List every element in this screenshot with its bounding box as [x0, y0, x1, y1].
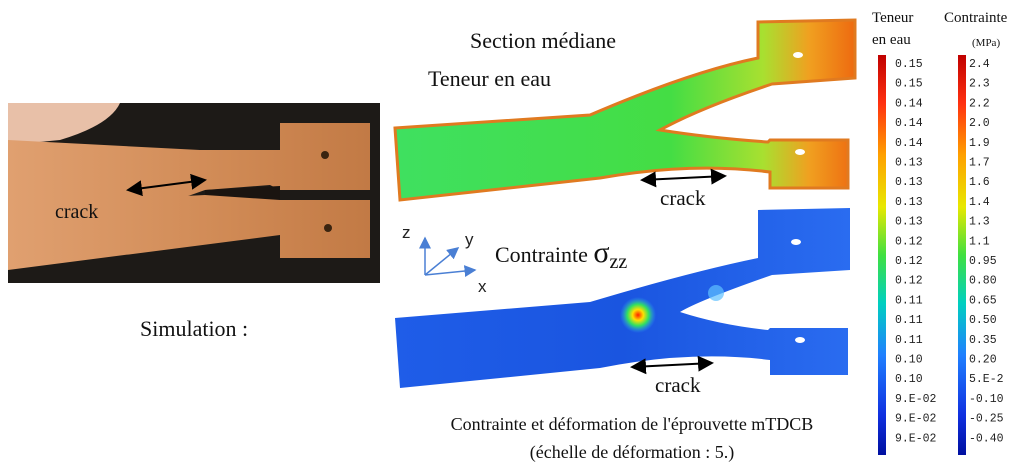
photo: crack: [8, 103, 380, 283]
colorbar-label: 1.3: [969, 216, 990, 229]
figure: crack Simulation : Section médiane Teneu…: [0, 0, 1031, 466]
colorbar: [878, 55, 886, 455]
colorbar-label: 0.11: [895, 294, 923, 307]
colorbar-label: -0.40: [969, 432, 1004, 445]
colorbar-title: Teneur: [872, 10, 913, 26]
colorbar-title: en eau: [872, 32, 911, 48]
colorbar-label: 0.50: [969, 314, 997, 327]
stress-title: Contrainte σzz: [495, 236, 627, 273]
colorbar-label: 2.2: [969, 97, 990, 110]
colorbar-label: 0.12: [895, 235, 923, 248]
colorbar-label: 0.10: [895, 354, 923, 367]
colorbar-label: 9.E-02: [895, 432, 937, 445]
axis-x: x: [478, 277, 487, 296]
section-title: Section médiane: [470, 28, 616, 53]
axis-z: z: [402, 223, 411, 242]
colorbar-label: 1.1: [969, 235, 990, 248]
water-specimen: [395, 20, 855, 200]
colorbar-label: 0.13: [895, 157, 923, 170]
stress-specimen: [395, 208, 850, 388]
colorbar-label: -0.25: [969, 413, 1004, 426]
caption: Contrainte et déformation de l'éprouvett…: [451, 414, 814, 434]
colorbar-label: 0.20: [969, 354, 997, 367]
crack-label: crack: [660, 186, 706, 210]
colorbar-label: 0.13: [895, 176, 923, 189]
colorbar-label: 0.12: [895, 275, 923, 288]
colorbar-label: 0.14: [895, 97, 923, 110]
colorbar-label: 0.11: [895, 334, 923, 347]
colorbar-label: 5.E-2: [969, 373, 1004, 386]
colorbar-label: -0.10: [969, 393, 1004, 406]
colorbar-label: 0.95: [969, 255, 997, 268]
colorbar-label: 0.14: [895, 117, 923, 130]
colorbar-label: 2.3: [969, 78, 990, 91]
stress-symbol: σ: [593, 236, 609, 269]
colorbar-label: 0.13: [895, 196, 923, 209]
colorbar-label: 0.65: [969, 294, 997, 307]
colorbar-label: 2.4: [969, 58, 990, 71]
colorbar-label: 9.E-02: [895, 413, 937, 426]
colorbar-unit: (MPa): [972, 37, 1000, 49]
colorbar-labels: 0.15 0.15 0.14 0.14 0.14 0.13 0.13 0.13 0.13 0.12…: [895, 58, 1004, 445]
crack-label: crack: [655, 373, 701, 397]
simulation-label: Simulation :: [140, 316, 248, 341]
colorbar-label: 0.13: [895, 216, 923, 229]
colorbar-label: 1.6: [969, 176, 990, 189]
axis-y: y: [465, 230, 474, 249]
caption: (échelle de déformation : 5.): [530, 442, 734, 463]
colorbar-label: 0.14: [895, 137, 923, 150]
colorbar-label: 0.15: [895, 78, 923, 91]
colorbar-label: 0.35: [969, 334, 997, 347]
colorbar-label: 2.0: [969, 117, 990, 130]
water-title: Teneur en eau: [428, 66, 551, 91]
stress-subscript: zz: [610, 251, 628, 273]
stress-title-text: Contrainte: [495, 242, 588, 267]
crack-label: crack: [55, 201, 98, 223]
colorbar-label: 0.15: [895, 58, 923, 71]
page: crack Simulation : Section médiane Teneu…: [0, 0, 1031, 466]
colorbar-label: 1.9: [969, 137, 990, 150]
colorbar-label: 1.4: [969, 196, 990, 209]
colorbar-label: 0.10: [895, 373, 923, 386]
colorbar-label: 0.11: [895, 314, 923, 327]
colorbar-label: 0.12: [895, 255, 923, 268]
colorbar-title: Contrainte: [944, 10, 1008, 26]
colorbar-label: 1.7: [969, 157, 990, 170]
colorbar-label: 0.80: [969, 275, 997, 288]
colorbar-label: 9.E-02: [895, 393, 937, 406]
colorbar: [958, 55, 966, 455]
